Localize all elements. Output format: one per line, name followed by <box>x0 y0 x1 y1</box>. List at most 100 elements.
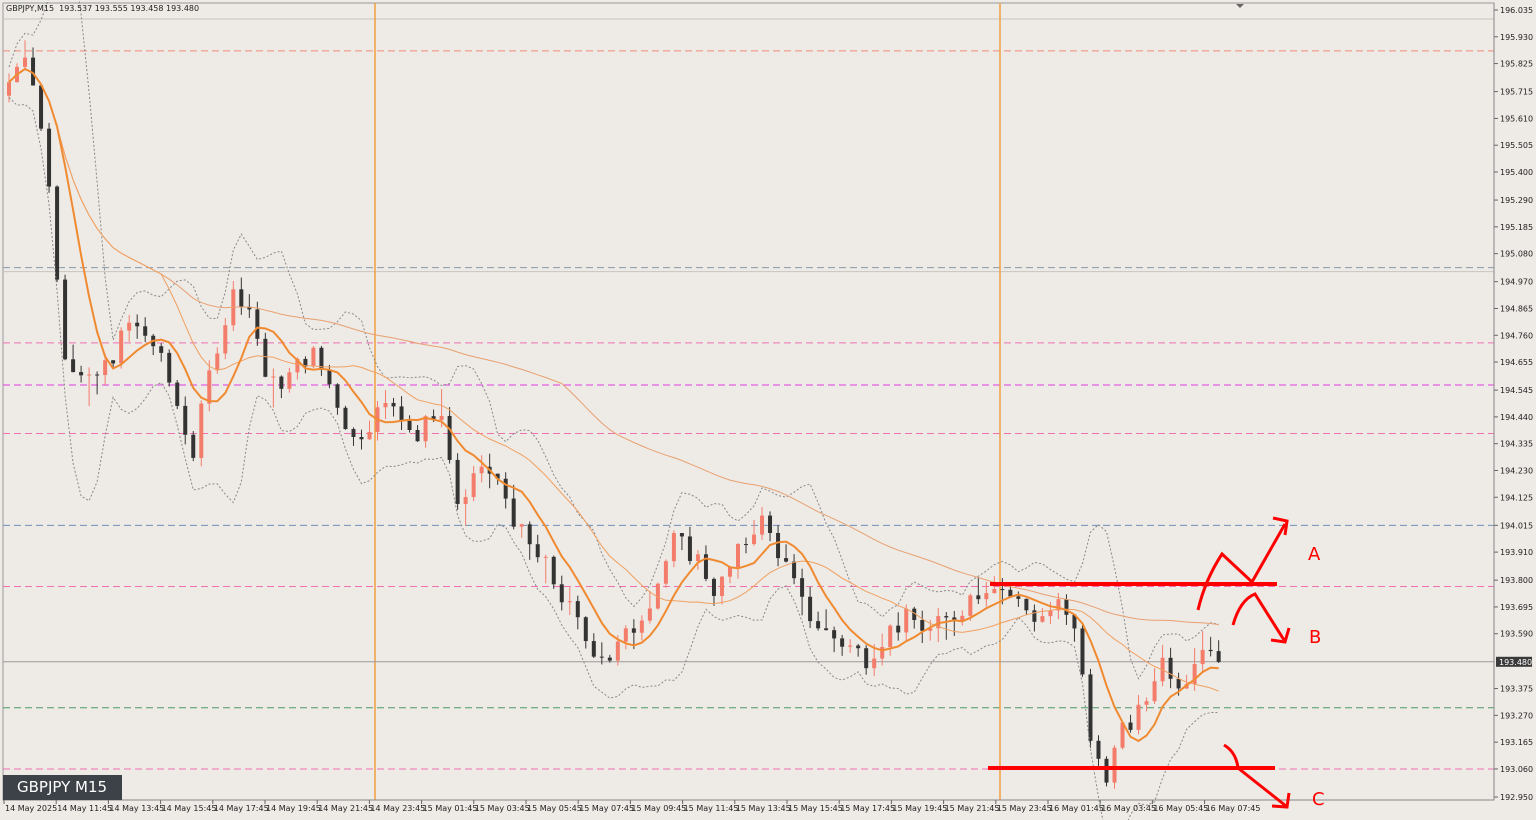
candle-body <box>719 576 724 596</box>
candle-body <box>295 358 300 373</box>
price-tick-label: 193.270 <box>1500 711 1533 720</box>
candle-body <box>1128 722 1133 730</box>
time-tick-label: 16 May 07:45 <box>1206 804 1261 813</box>
candle-body <box>816 621 821 629</box>
price-tick-label: 194.760 <box>1500 331 1533 340</box>
time-tick-label: 15 May 07:45 <box>579 804 634 813</box>
candle-body <box>880 647 885 659</box>
candle-body <box>263 338 268 377</box>
candle-body <box>1192 664 1197 685</box>
candle-body <box>912 608 917 621</box>
candle-body <box>1144 701 1149 705</box>
ma-slow-line <box>8 68 1219 626</box>
arrow-b-path <box>1231 592 1286 641</box>
price-tick-label: 194.335 <box>1500 440 1533 449</box>
candle-body <box>551 556 556 585</box>
candle-body <box>279 376 284 389</box>
candle-body <box>888 625 893 648</box>
candle-body <box>303 358 308 367</box>
price-tick-label: 193.375 <box>1500 685 1533 694</box>
candle-body <box>583 617 588 642</box>
scenario-label-b: B <box>1309 627 1321 648</box>
candle-body <box>71 359 76 373</box>
candle-body <box>1016 596 1021 599</box>
candle-body <box>1200 649 1205 665</box>
candle-body <box>1080 628 1085 675</box>
arrow-b-head-icon <box>1270 627 1291 644</box>
current-price-badge <box>1496 656 1532 667</box>
candle-body <box>663 561 668 584</box>
scenario-label-c: C <box>1312 789 1325 810</box>
candle-body <box>1120 722 1125 748</box>
time-tick-label: 15 May 19:45 <box>892 804 947 813</box>
candle-body <box>984 593 989 600</box>
candle-body <box>191 434 196 458</box>
candle-body <box>431 416 436 420</box>
candle-body <box>439 415 444 420</box>
candle-body <box>808 596 813 622</box>
candle-body <box>183 405 188 435</box>
candle-body <box>1136 704 1141 730</box>
candle-body <box>319 347 324 370</box>
price-tick-label: 195.825 <box>1500 60 1533 69</box>
candle-body <box>735 544 740 568</box>
candle-body <box>119 330 124 364</box>
ma-fast-line <box>8 67 1219 743</box>
time-tick-label: 15 May 01:45 <box>423 804 478 813</box>
price-tick-label: 195.715 <box>1500 88 1533 97</box>
candle-body <box>703 554 708 579</box>
candle-body <box>1112 747 1117 783</box>
candle-body <box>575 601 580 618</box>
candle-body <box>1096 740 1101 759</box>
candle-body <box>599 656 604 658</box>
time-tick-label: 14 May 2025 <box>5 804 57 813</box>
candle-body <box>1032 610 1037 622</box>
candle-body <box>944 616 949 618</box>
price-tick-label: 195.400 <box>1500 168 1533 177</box>
candle-body <box>768 515 773 533</box>
candle-body <box>671 533 676 562</box>
candle-body <box>351 429 356 438</box>
candle-body <box>1176 678 1181 689</box>
time-tick-label: 14 May 13:45 <box>109 804 164 813</box>
candle-body <box>952 617 957 622</box>
candle-body <box>784 558 789 562</box>
current-price-label: 193.480 <box>1499 658 1532 667</box>
time-tick-label: 15 May 03:45 <box>475 804 530 813</box>
scroll-marker-icon <box>1236 4 1244 8</box>
price-tick-label: 194.970 <box>1500 278 1533 287</box>
candle-body <box>1056 599 1061 611</box>
candle-body <box>960 615 965 622</box>
candle-body <box>527 524 532 545</box>
candle-body <box>327 369 332 385</box>
candle-body <box>55 186 60 280</box>
candle-body <box>415 430 420 442</box>
candle-body <box>727 567 732 577</box>
arrow-a-head-icon <box>1272 516 1289 536</box>
candle-body <box>511 498 516 527</box>
candle-body <box>407 420 412 431</box>
candle-body <box>695 554 700 561</box>
candle-body <box>559 584 564 603</box>
time-tick-label: 14 May 19:45 <box>266 804 321 813</box>
price-tick-label: 196.035 <box>1500 6 1533 15</box>
plot-frame <box>2 2 1495 801</box>
candle-body <box>39 85 44 129</box>
candle-body <box>567 601 572 603</box>
candle-body <box>679 533 684 537</box>
candle-body <box>864 648 869 669</box>
candle-body <box>744 544 749 546</box>
time-tick-label: 15 May 09:45 <box>631 804 686 813</box>
time-tick-label: 14 May 11:45 <box>57 804 112 813</box>
candle-body <box>111 360 116 364</box>
candle-body <box>47 128 52 187</box>
arrow-a-path <box>1196 523 1287 611</box>
candle-body <box>23 57 28 67</box>
candle-body <box>1168 657 1173 679</box>
candle-body <box>127 322 132 331</box>
candle-body <box>856 645 861 649</box>
candle-body <box>423 416 428 442</box>
candle-body <box>79 372 84 376</box>
candle-body <box>311 347 316 367</box>
